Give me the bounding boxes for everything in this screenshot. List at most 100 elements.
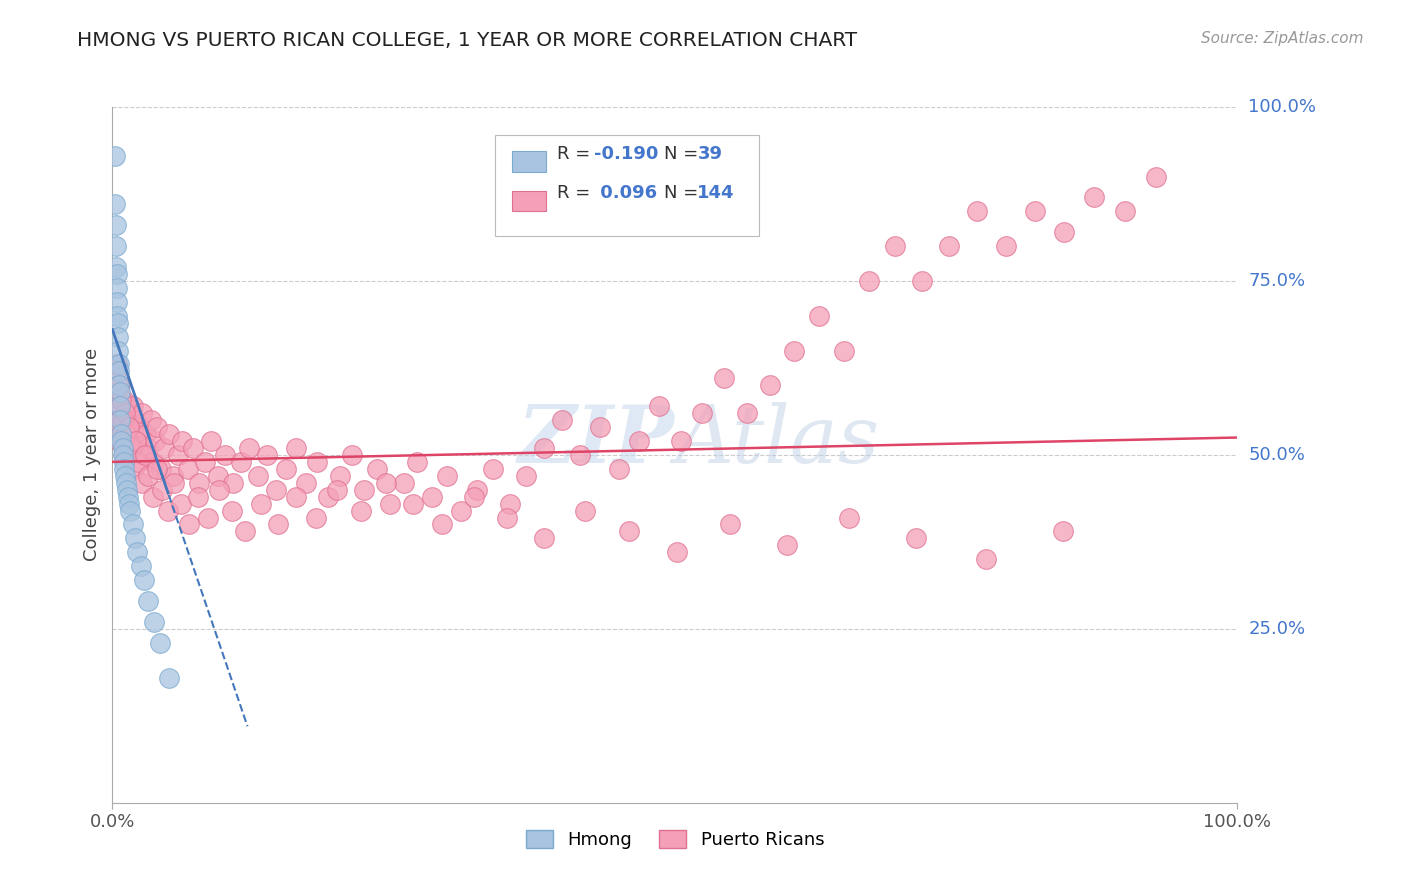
Point [156, 503, 179, 517]
Point [284, 490, 307, 504]
Point [450, 503, 472, 517]
Point [207, 468, 229, 483]
Point [118, 406, 141, 420]
Point [374, 475, 396, 490]
Point [177, 462, 200, 476]
Point [132, 573, 155, 587]
Point [197, 510, 219, 524]
Point [966, 204, 988, 219]
Point [105, 294, 128, 309]
Point [127, 455, 149, 469]
Point [188, 475, 211, 490]
Point [115, 483, 138, 497]
Point [274, 462, 297, 476]
Point [105, 267, 128, 281]
Text: 39: 39 [697, 145, 723, 162]
Point [669, 434, 692, 448]
Point [110, 434, 132, 448]
Point [465, 483, 488, 497]
Point [112, 455, 135, 469]
Point [904, 532, 927, 546]
Point [104, 197, 127, 211]
Point [107, 343, 129, 358]
Point [108, 378, 131, 392]
Point [214, 448, 236, 462]
Point [329, 468, 352, 483]
Point [153, 441, 176, 455]
Point [121, 441, 143, 455]
Point [110, 427, 132, 442]
Point [111, 448, 134, 462]
Point [131, 475, 153, 490]
Point [305, 510, 328, 524]
Point [436, 468, 458, 483]
Point [142, 490, 165, 504]
Text: -0.190: -0.190 [593, 145, 658, 162]
Point [117, 490, 139, 504]
Point [194, 455, 217, 469]
Point [648, 399, 671, 413]
Point [318, 490, 340, 504]
Point [104, 260, 127, 274]
Point [114, 427, 136, 442]
Text: 144: 144 [697, 185, 735, 202]
Point [107, 329, 129, 343]
Point [183, 441, 205, 455]
Point [124, 413, 146, 427]
Point [138, 468, 160, 483]
Point [172, 434, 194, 448]
Point [105, 309, 128, 323]
Point [498, 497, 520, 511]
Point [115, 427, 138, 442]
Point [110, 406, 132, 420]
Point [627, 434, 650, 448]
Point [200, 434, 222, 448]
Point [222, 475, 245, 490]
Point [307, 455, 329, 469]
Text: 25.0%: 25.0% [1249, 620, 1306, 638]
Point [110, 420, 132, 434]
Point [110, 399, 132, 413]
Text: HMONG VS PUERTO RICAN COLLEGE, 1 YEAR OR MORE CORRELATION CHART: HMONG VS PUERTO RICAN COLLEGE, 1 YEAR OR… [77, 31, 858, 50]
Point [114, 406, 136, 420]
Point [246, 468, 269, 483]
Point [110, 420, 132, 434]
Point [149, 462, 172, 476]
Point [759, 378, 782, 392]
Point [104, 239, 127, 253]
Y-axis label: College, 1 year or more: College, 1 year or more [83, 349, 101, 561]
Point [884, 239, 907, 253]
Point [121, 517, 143, 532]
Text: N =: N = [664, 145, 697, 162]
Point [1114, 204, 1136, 219]
Point [776, 538, 799, 552]
Point [607, 462, 630, 476]
Point [1052, 524, 1074, 539]
Point [163, 475, 186, 490]
Text: 50.0%: 50.0% [1249, 446, 1305, 464]
Point [108, 434, 131, 448]
Point [569, 448, 592, 462]
Point [143, 615, 166, 629]
Point [143, 434, 166, 448]
Point [110, 378, 132, 392]
Point [233, 524, 256, 539]
Point [533, 532, 555, 546]
Point [114, 468, 136, 483]
Point [120, 420, 142, 434]
Point [111, 441, 134, 455]
Point [326, 483, 349, 497]
Point [134, 448, 156, 462]
Point [256, 448, 278, 462]
Point [115, 399, 138, 413]
Point [115, 448, 138, 462]
Point [142, 455, 165, 469]
Point [122, 427, 145, 442]
Point [340, 448, 363, 462]
Point [177, 517, 200, 532]
Point [139, 413, 162, 427]
Point [104, 219, 127, 233]
Point [108, 378, 131, 392]
Point [128, 420, 150, 434]
Point [496, 510, 519, 524]
